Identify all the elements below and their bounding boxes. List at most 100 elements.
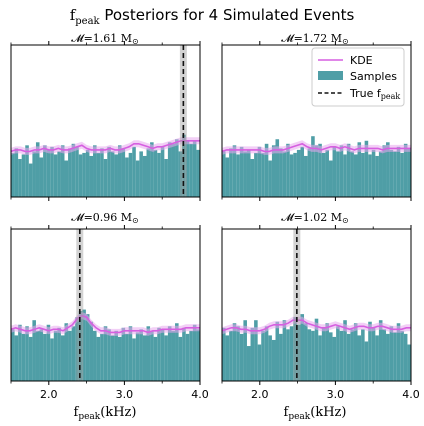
- hist-bar: [43, 334, 47, 381]
- hist-bar: [322, 328, 326, 381]
- hist-bar: [196, 150, 200, 197]
- hist-bar: [57, 151, 61, 197]
- hist-bar: [368, 154, 372, 197]
- hist-bar: [22, 154, 26, 197]
- hist-bar: [407, 345, 411, 381]
- hist-bar: [186, 334, 190, 381]
- hist-bar: [64, 161, 68, 197]
- hist-bar: [318, 335, 322, 381]
- hist-bar: [193, 325, 197, 381]
- hist-bar: [240, 147, 244, 197]
- x-tick-label: 4.0: [402, 388, 420, 401]
- hist-bar: [25, 326, 29, 381]
- hist-bar: [118, 337, 122, 381]
- hist-bar: [143, 335, 147, 381]
- hist-bar: [390, 326, 394, 381]
- hist-bar: [125, 157, 129, 197]
- hist-bar: [193, 141, 197, 197]
- panel-title-3: 𝓜=1.02 M⊙: [281, 211, 349, 225]
- hist-bar: [75, 147, 79, 197]
- legend: KDE Samples True fpeak: [312, 48, 404, 106]
- hist-bar: [111, 151, 115, 197]
- hist-bar: [329, 161, 333, 197]
- hist-bar: [393, 151, 397, 197]
- hist-bar: [97, 153, 101, 197]
- panel-title-0: 𝓜=1.61 M⊙: [71, 32, 139, 46]
- hist-bar: [304, 323, 308, 381]
- hist-bar: [111, 335, 115, 381]
- hist-bar: [265, 326, 269, 381]
- x-tick-label: 2.0: [40, 388, 58, 401]
- hist-bar: [157, 328, 161, 381]
- x-tick-label: 4.0: [191, 388, 209, 401]
- hist-bar: [161, 147, 165, 197]
- hist-bar: [32, 151, 36, 197]
- hist-bar: [54, 331, 58, 381]
- hist-bar: [315, 145, 319, 197]
- hist-bar: [407, 148, 411, 197]
- hist-bar: [311, 331, 315, 381]
- hist-bar: [375, 335, 379, 381]
- hist-bar: [279, 148, 283, 197]
- panel-bottom-right: 2.0 3.0 4.0: [222, 225, 420, 401]
- hist-bar: [354, 323, 358, 381]
- hist-bar: [36, 331, 40, 381]
- x-tick-label: 2.0: [251, 388, 269, 401]
- hist-bar: [147, 148, 151, 197]
- hist-bar: [325, 150, 329, 197]
- hist-bar: [136, 332, 140, 381]
- hist-bar: [322, 153, 326, 197]
- hist-bar: [196, 329, 200, 381]
- hist-bar: [261, 153, 265, 197]
- hist-bar: [336, 326, 340, 381]
- hist-bar: [372, 150, 376, 197]
- hist-bar: [297, 150, 301, 197]
- hist-bar: [382, 329, 386, 381]
- hist-bar: [333, 337, 337, 381]
- hist-bar: [386, 334, 390, 381]
- hist-bar: [86, 150, 90, 197]
- hist-bar: [100, 334, 104, 381]
- hist-bar: [400, 153, 404, 197]
- hist-bar: [397, 147, 401, 197]
- hist-bar: [164, 335, 168, 381]
- hist-bar: [233, 323, 237, 381]
- hist-bar: [29, 164, 33, 197]
- panel-title-2: 𝓜=0.96 M⊙: [71, 211, 139, 225]
- hist-bar: [226, 157, 230, 197]
- hist-bar: [154, 337, 158, 381]
- hist-bar: [279, 334, 283, 381]
- hist-bar: [393, 332, 397, 381]
- hist-bar: [226, 335, 230, 381]
- hist-bar: [254, 153, 258, 197]
- hist-bar: [47, 150, 51, 197]
- hist-bar: [50, 147, 54, 197]
- hist-bar: [104, 159, 108, 197]
- hist-bar: [343, 154, 347, 197]
- x-tick-label: 3.0: [327, 388, 345, 401]
- hist-bar: [222, 151, 226, 197]
- hist-bar: [229, 331, 233, 381]
- hist-bar: [290, 154, 294, 197]
- hist-bar: [189, 331, 193, 381]
- hist-bar: [240, 334, 244, 381]
- hist-bar: [171, 144, 175, 197]
- hist-bar: [157, 153, 161, 197]
- hist-bar: [375, 156, 379, 197]
- hist-bar: [89, 322, 93, 381]
- hist-bar: [358, 335, 362, 381]
- hist-bar: [114, 331, 118, 381]
- hist-bar: [29, 337, 33, 381]
- hist-bar: [139, 329, 143, 381]
- hist-bar: [122, 328, 126, 381]
- hist-bar: [161, 329, 165, 381]
- hist-bar: [143, 156, 147, 197]
- hist-bar: [308, 148, 312, 197]
- hist-bar: [333, 147, 337, 197]
- hist-bar: [293, 153, 297, 197]
- hist-bar: [286, 329, 290, 381]
- hist-bar: [93, 331, 97, 381]
- hist-bar: [361, 153, 365, 197]
- hist-bar: [365, 341, 369, 381]
